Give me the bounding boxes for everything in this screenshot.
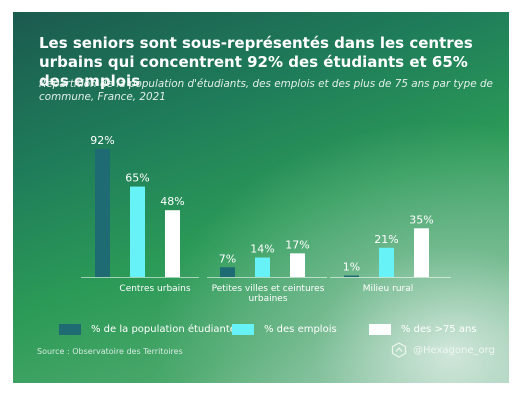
data-label-seniors-milieu-rural: 35% — [409, 213, 433, 226]
bar-seniors-milieu-rural — [414, 228, 429, 277]
data-label-emplois-milieu-rural: 21% — [374, 233, 398, 246]
chart-title: Les seniors sont sous-représentés dans l… — [39, 34, 473, 90]
brand-handle: @Hexagone_org — [413, 344, 495, 356]
bar-emplois-petites-villes — [255, 257, 270, 277]
legend-item-emplois: % des emplois — [232, 324, 337, 335]
data-label-emplois-petites-villes: 14% — [250, 243, 274, 256]
bar-seniors-petites-villes — [290, 253, 305, 277]
legend-swatch-seniors — [369, 324, 391, 335]
category-label-milieu-rural: Milieu rural — [363, 284, 414, 294]
bar-etudiants-milieu-rural — [344, 275, 359, 277]
legend-item-seniors: % des >75 ans — [369, 324, 477, 335]
bar-emplois-centres-urbains — [130, 186, 145, 277]
data-label-etudiants-petites-villes: 7% — [219, 252, 236, 265]
chart-subtitle: Répartition de la population d'étudiants… — [39, 78, 493, 103]
bar-etudiants-centres-urbains — [95, 149, 110, 277]
data-label-etudiants-centres-urbains: 92% — [90, 134, 114, 147]
bar-chart: 92% 7% 1% 65% 14% 21% 48% 17% 35% Centres urbains… — [81, 134, 451, 304]
legend-item-etudiants: % de la population étudiante — [59, 324, 236, 335]
legend-label-emplois: % des emplois — [264, 324, 337, 335]
data-label-etudiants-milieu-rural: 1% — [343, 261, 360, 274]
chart-card: Les seniors sont sous-représentés dans l… — [13, 12, 509, 383]
legend-label-etudiants: % de la population étudiante — [91, 324, 236, 335]
bar-emplois-milieu-rural — [379, 247, 394, 277]
legend: % de la population étudiante % des emplo… — [13, 324, 509, 344]
data-label-emplois-centres-urbains: 65% — [125, 172, 149, 185]
data-label-seniors-centres-urbains: 48% — [160, 195, 184, 208]
category-label-petites-villes: Petites villes et ceintures urbaines — [212, 284, 325, 304]
brand: @Hexagone_org — [391, 342, 495, 358]
category-label-centres-urbains: Centres urbains — [119, 284, 190, 294]
data-label-seniors-petites-villes: 17% — [285, 238, 309, 251]
bar-etudiants-petites-villes — [220, 267, 235, 277]
source-note: Source : Observatoire des Territoires — [37, 347, 183, 356]
legend-label-seniors: % des >75 ans — [401, 324, 477, 335]
legend-swatch-etudiants — [59, 324, 81, 335]
hexagon-logo-icon — [391, 342, 407, 358]
legend-swatch-emplois — [232, 324, 254, 335]
bar-seniors-centres-urbains — [165, 210, 180, 277]
